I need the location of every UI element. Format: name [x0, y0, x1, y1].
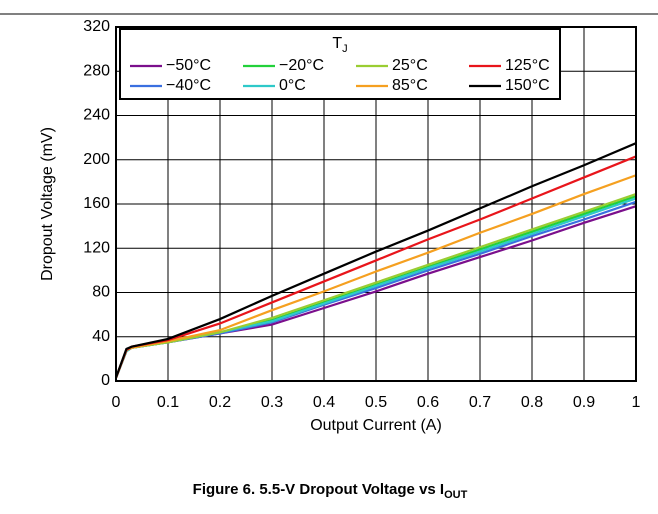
x-tick-label: 1	[632, 394, 641, 411]
x-tick-label: 0.4	[313, 394, 335, 411]
x-tick-label: 0.1	[157, 394, 179, 411]
legend-label: 85°C	[392, 77, 428, 94]
x-tick-label: 0	[112, 394, 121, 411]
legend-label: 125°C	[505, 57, 550, 74]
legend-label: −50°C	[166, 57, 211, 74]
y-tick-label: 200	[83, 151, 110, 168]
y-tick-label: 80	[92, 284, 110, 301]
legend-box	[119, 28, 561, 100]
legend-label: 25°C	[392, 57, 428, 74]
series-line	[114, 142, 637, 379]
caption: Figure 6. 5.5-V Dropout Voltage vs IOUT	[193, 481, 468, 501]
x-axis-label: Output Current (A)	[310, 417, 442, 434]
legend-title-sub: J	[342, 43, 348, 55]
y-tick-label: 280	[83, 62, 110, 79]
y-axis-label: Dropout Voltage (mV)	[39, 127, 56, 281]
caption-sub: OUT	[444, 489, 468, 501]
legend-title-main: T	[332, 35, 342, 52]
x-tick-label: 0.7	[469, 394, 491, 411]
x-tick-label: 0.9	[573, 394, 595, 411]
y-tick-label: 40	[92, 328, 110, 345]
legend-title: TJ	[332, 35, 347, 55]
legend-label: 0°C	[279, 77, 306, 94]
y-tick-label: 320	[83, 18, 110, 35]
legend-label: −40°C	[166, 77, 211, 94]
x-tick-label: 0.5	[365, 394, 387, 411]
x-tick-label: 0.2	[209, 394, 231, 411]
x-tick-label: 0.3	[261, 394, 283, 411]
x-tick-label: 0.8	[521, 394, 543, 411]
y-tick-label: 160	[83, 195, 110, 212]
lines	[114, 142, 637, 379]
plot-frame	[115, 26, 637, 382]
y-tick-label: 240	[83, 107, 110, 124]
legend: −50°C −20°C 25°C 125°C −40°C 0°C 85°C 150°C	[130, 57, 550, 94]
y-tick-label: 120	[83, 239, 110, 256]
caption-main: Figure 6. 5.5-V Dropout Voltage vs I	[193, 481, 444, 498]
legend-label: −20°C	[279, 57, 324, 74]
legend-label: 150°C	[505, 77, 550, 94]
y-tick-label: 0	[101, 372, 110, 389]
x-tick-label: 0.6	[417, 394, 439, 411]
